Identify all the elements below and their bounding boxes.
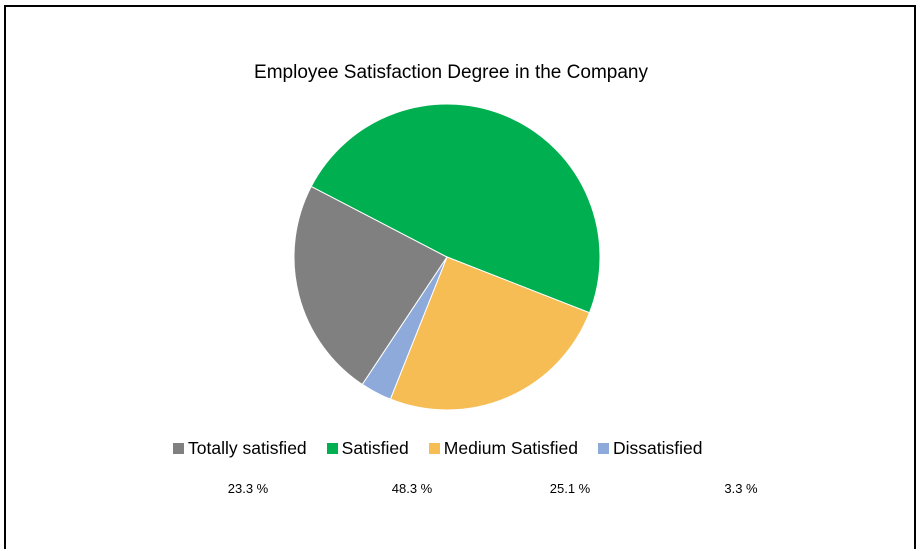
legend: Totally satisfied Satisfied Medium Satis… [173,438,703,459]
chart-title: Employee Satisfaction Degree in the Comp… [254,62,648,83]
value-label-satisfied: 48.3 % [391,481,433,496]
pie-slice-totally-satisfied [293,185,448,386]
legend-item-totally-satisfied: Totally satisfied [173,438,307,459]
legend-swatch [173,443,184,454]
value-label-dissatisfied: 3.3 % [724,481,758,496]
legend-item-satisfied: Satisfied [326,438,409,459]
value-label-totally-satisfied: 23.3 % [227,481,269,496]
legend-label: Dissatisfied [613,438,703,458]
chart-frame: Employee Satisfaction Degree in the Comp… [4,5,916,549]
pie-chart [293,103,601,411]
pie-slice-medium-satisfied [389,256,591,411]
pie-slice-dissatisfied [361,256,448,400]
legend-swatch [326,443,338,454]
legend-swatch [598,443,610,454]
legend-item-dissatisfied: Dissatisfied [598,438,703,459]
legend-label: Satisfied [341,438,409,458]
legend-label: Totally satisfied [188,438,307,458]
value-label-medium-satisfied: 25.1 % [549,481,591,496]
legend-label: Medium Satisfied [443,438,579,458]
pie-slice-satisfied [310,103,601,314]
legend-item-medium-satisfied: Medium Satisfied [428,438,579,459]
legend-swatch [428,443,440,454]
